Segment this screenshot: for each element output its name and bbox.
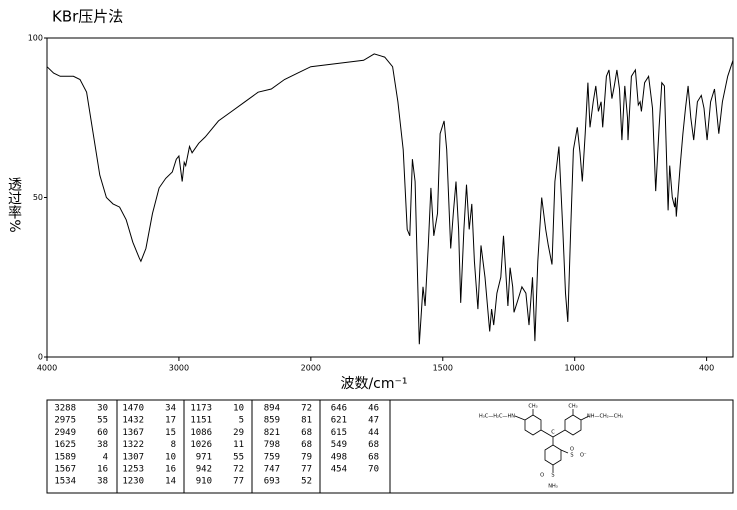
- x-tick-label: 1000: [565, 364, 585, 373]
- peak-wavenumber: 971: [196, 452, 212, 462]
- peak-transmittance: 55: [233, 452, 244, 462]
- y-tick-label: 100: [28, 34, 43, 43]
- y-tick-label: 50: [33, 193, 43, 202]
- structure-label: O⁻: [580, 453, 587, 459]
- plot-frame: [46, 37, 734, 358]
- peak-transmittance: 72: [301, 404, 312, 414]
- peak-transmittance: 17: [165, 416, 176, 426]
- peak-transmittance: 15: [165, 428, 176, 438]
- peak-wavenumber: 1307: [122, 452, 144, 462]
- peak-transmittance: 79: [301, 452, 312, 462]
- x-tick-label: 1500: [433, 364, 453, 373]
- peak-transmittance: 77: [233, 477, 244, 487]
- x-tick-label: 4000: [37, 364, 57, 373]
- chart-title: KBr压片法: [52, 8, 123, 26]
- peak-wavenumber: 1470: [122, 404, 144, 414]
- structure-label: H₃C—H₂C—HN: [479, 414, 515, 420]
- structure-label: NH₃: [548, 484, 558, 490]
- peak-transmittance: 77: [301, 465, 312, 475]
- x-tick-label: 400: [699, 364, 714, 373]
- x-axis-label: 波数/cm⁻¹: [340, 376, 407, 392]
- peak-transmittance: 47: [368, 416, 379, 426]
- peak-wavenumber: 1534: [54, 477, 76, 487]
- peak-wavenumber: 2949: [54, 428, 76, 438]
- peak-wavenumber: 747: [264, 465, 280, 475]
- peak-transmittance: 38: [97, 477, 108, 487]
- peak-transmittance: 72: [233, 465, 244, 475]
- structure-drawing: [514, 409, 590, 472]
- peak-wavenumber: 3288: [54, 404, 76, 414]
- structure-label: O: [540, 473, 544, 479]
- peak-wavenumber: 1567: [54, 465, 76, 475]
- peak-wavenumber: 1432: [122, 416, 144, 426]
- peak-wavenumber: 894: [264, 404, 280, 414]
- peak-transmittance: 11: [233, 440, 244, 450]
- structure-label: NH—CH₂—CH₃: [587, 414, 623, 420]
- peak-transmittance: 52: [301, 477, 312, 487]
- peak-wavenumber: 942: [196, 465, 212, 475]
- peak-wavenumber: 821: [264, 428, 280, 438]
- peak-wavenumber: 621: [331, 416, 347, 426]
- x-tick-label: 2000: [301, 364, 321, 373]
- peak-transmittance: 14: [165, 477, 176, 487]
- peak-transmittance: 16: [165, 465, 176, 475]
- peak-transmittance: 29: [233, 428, 244, 438]
- peak-transmittance: 16: [97, 465, 108, 475]
- structure-label: CH₃: [528, 404, 537, 410]
- structure-label: C: [551, 430, 555, 436]
- structure-label: S: [570, 453, 573, 459]
- peak-wavenumber: 1322: [122, 440, 144, 450]
- peak-wavenumber: 1173: [190, 404, 212, 414]
- peak-wavenumber: 1026: [190, 440, 212, 450]
- structure-label: O: [570, 447, 574, 453]
- peak-wavenumber: 454: [331, 465, 347, 475]
- peak-transmittance: 81: [301, 416, 312, 426]
- structure-label: CH₃: [568, 404, 577, 410]
- peak-wavenumber: 798: [264, 440, 280, 450]
- peak-transmittance: 68: [301, 440, 312, 450]
- peak-wavenumber: 910: [196, 477, 212, 487]
- peak-transmittance: 68: [368, 452, 379, 462]
- peak-transmittance: 68: [301, 428, 312, 438]
- peak-transmittance: 60: [97, 428, 108, 438]
- peak-transmittance: 70: [368, 465, 379, 475]
- peak-transmittance: 68: [368, 440, 379, 450]
- peak-transmittance: 10: [233, 404, 244, 414]
- peak-transmittance: 44: [368, 428, 379, 438]
- peak-wavenumber: 1625: [54, 440, 76, 450]
- spectrum-line: [46, 53, 734, 345]
- peak-wavenumber: 859: [264, 416, 280, 426]
- peak-transmittance: 46: [368, 404, 379, 414]
- x-tick-label: 3000: [169, 364, 189, 373]
- peak-wavenumber: 615: [331, 428, 347, 438]
- peak-wavenumber: 1367: [122, 428, 144, 438]
- peak-transmittance: 10: [165, 452, 176, 462]
- peak-transmittance: 55: [97, 416, 108, 426]
- peak-wavenumber: 759: [264, 452, 280, 462]
- peak-wavenumber: 1253: [122, 465, 144, 475]
- peak-wavenumber: 549: [331, 440, 347, 450]
- peak-wavenumber: 498: [331, 452, 347, 462]
- y-tick-label: 0: [38, 353, 43, 362]
- peak-transmittance: 30: [97, 404, 108, 414]
- peak-wavenumber: 1086: [190, 428, 212, 438]
- peak-wavenumber: 1230: [122, 477, 144, 487]
- peak-transmittance: 8: [171, 440, 176, 450]
- peak-wavenumber: 646: [331, 404, 347, 414]
- peak-transmittance: 4: [103, 452, 108, 462]
- y-axis-label: 透过率%: [6, 177, 22, 232]
- peak-wavenumber: 1589: [54, 452, 76, 462]
- peak-wavenumber: 2975: [54, 416, 76, 426]
- peak-transmittance: 38: [97, 440, 108, 450]
- structure-label: S: [551, 473, 554, 479]
- peak-transmittance: 34: [165, 404, 176, 414]
- peak-transmittance: 5: [239, 416, 244, 426]
- peak-wavenumber: 693: [264, 477, 280, 487]
- peak-wavenumber: 1151: [190, 416, 212, 426]
